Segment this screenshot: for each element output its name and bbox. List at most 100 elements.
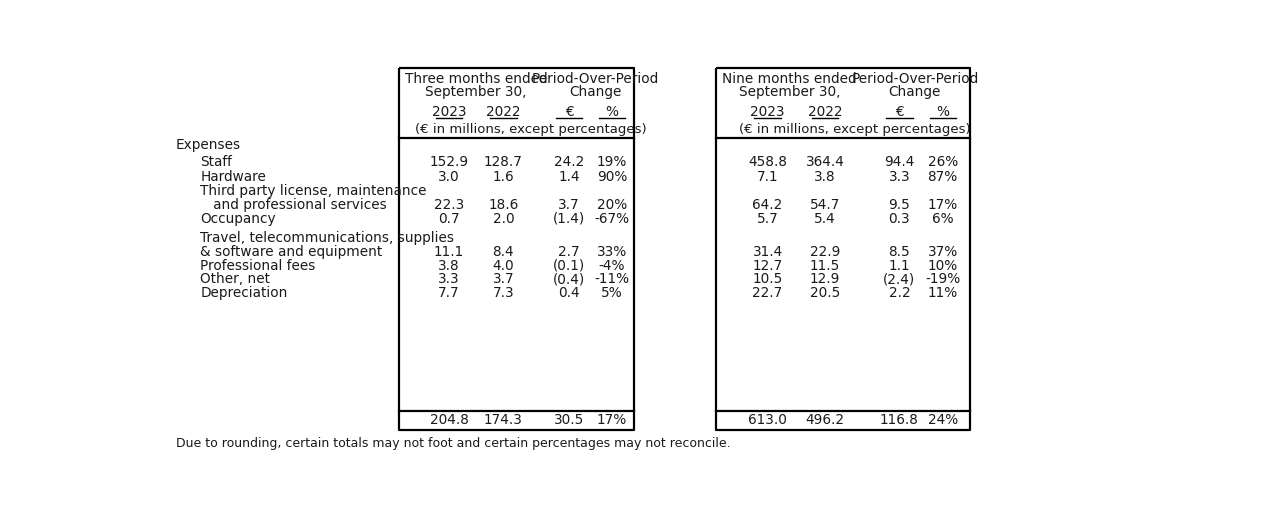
Text: (1.4): (1.4): [553, 212, 585, 226]
Text: 12.9: 12.9: [810, 272, 840, 286]
Text: -4%: -4%: [599, 258, 625, 272]
Text: 2.0: 2.0: [493, 212, 515, 226]
Text: Change: Change: [888, 85, 941, 99]
Text: %: %: [936, 105, 950, 119]
Text: 26%: 26%: [928, 155, 957, 169]
Text: 128.7: 128.7: [484, 155, 522, 169]
Text: 458.8: 458.8: [748, 155, 787, 169]
Text: 3.8: 3.8: [814, 170, 836, 184]
Text: Occupancy: Occupancy: [200, 212, 276, 226]
Text: 9.5: 9.5: [888, 198, 910, 212]
Text: -19%: -19%: [925, 272, 960, 286]
Text: 22.7: 22.7: [753, 286, 783, 301]
Text: Professional fees: Professional fees: [200, 258, 316, 272]
Text: 2.2: 2.2: [888, 286, 910, 301]
Text: €: €: [895, 105, 904, 119]
Text: Three months ended: Three months ended: [404, 72, 548, 86]
Text: 22.9: 22.9: [810, 244, 840, 258]
Text: 5.7: 5.7: [756, 212, 778, 226]
Text: -67%: -67%: [594, 212, 630, 226]
Text: 30.5: 30.5: [554, 413, 585, 427]
Text: 10.5: 10.5: [753, 272, 783, 286]
Text: 3.7: 3.7: [558, 198, 580, 212]
Text: 8.5: 8.5: [888, 244, 910, 258]
Text: 0.4: 0.4: [558, 286, 580, 301]
Text: 7.7: 7.7: [438, 286, 460, 301]
Text: 3.3: 3.3: [888, 170, 910, 184]
Text: 3.0: 3.0: [438, 170, 460, 184]
Text: 54.7: 54.7: [810, 198, 840, 212]
Text: 1.1: 1.1: [888, 258, 910, 272]
Text: 3.7: 3.7: [493, 272, 515, 286]
Text: €: €: [564, 105, 573, 119]
Text: 2022: 2022: [486, 105, 521, 119]
Text: (€ in millions, except percentages): (€ in millions, except percentages): [415, 123, 646, 136]
Text: 0.7: 0.7: [438, 212, 460, 226]
Text: September 30,: September 30,: [425, 85, 527, 99]
Text: 5.4: 5.4: [814, 212, 836, 226]
Text: & software and equipment: & software and equipment: [200, 244, 383, 258]
Text: Period-Over-Period: Period-Over-Period: [851, 72, 978, 86]
Text: Nine months ended: Nine months ended: [722, 72, 856, 86]
Text: 20%: 20%: [596, 198, 627, 212]
Text: (2.4): (2.4): [883, 272, 915, 286]
Text: 19%: 19%: [596, 155, 627, 169]
Text: 2023: 2023: [750, 105, 785, 119]
Text: 11.5: 11.5: [810, 258, 840, 272]
Text: Expenses: Expenses: [175, 139, 241, 153]
Text: Due to rounding, certain totals may not foot and certain percentages may not rec: Due to rounding, certain totals may not …: [175, 437, 730, 450]
Text: 24%: 24%: [928, 413, 957, 427]
Text: Other, net: Other, net: [200, 272, 270, 286]
Text: 10%: 10%: [928, 258, 957, 272]
Text: 90%: 90%: [596, 170, 627, 184]
Text: Travel, telecommunications, supplies: Travel, telecommunications, supplies: [200, 231, 454, 245]
Text: 20.5: 20.5: [810, 286, 840, 301]
Text: 64.2: 64.2: [753, 198, 783, 212]
Text: Hardware: Hardware: [200, 170, 266, 184]
Text: -11%: -11%: [594, 272, 630, 286]
Text: 22.3: 22.3: [434, 198, 465, 212]
Text: 7.1: 7.1: [756, 170, 778, 184]
Text: 7.3: 7.3: [493, 286, 515, 301]
Text: 3.8: 3.8: [438, 258, 460, 272]
Text: 8.4: 8.4: [493, 244, 515, 258]
Text: 33%: 33%: [596, 244, 627, 258]
Text: (0.1): (0.1): [553, 258, 585, 272]
Text: 5%: 5%: [600, 286, 622, 301]
Text: 2023: 2023: [431, 105, 466, 119]
Text: Third party license, maintenance: Third party license, maintenance: [200, 184, 426, 198]
Text: 613.0: 613.0: [749, 413, 787, 427]
Text: 6%: 6%: [932, 212, 954, 226]
Text: (€ in millions, except percentages): (€ in millions, except percentages): [740, 123, 972, 136]
Text: %: %: [605, 105, 618, 119]
Text: 11%: 11%: [928, 286, 957, 301]
Text: 18.6: 18.6: [488, 198, 518, 212]
Text: September 30,: September 30,: [739, 85, 840, 99]
Text: and professional services: and professional services: [200, 198, 387, 212]
Text: Change: Change: [570, 85, 622, 99]
Text: 24.2: 24.2: [554, 155, 585, 169]
Text: 11.1: 11.1: [434, 244, 465, 258]
Text: 12.7: 12.7: [753, 258, 783, 272]
Text: (0.4): (0.4): [553, 272, 585, 286]
Text: 4.0: 4.0: [493, 258, 515, 272]
Text: 116.8: 116.8: [879, 413, 919, 427]
Text: 37%: 37%: [928, 244, 957, 258]
Text: 204.8: 204.8: [430, 413, 468, 427]
Text: 2022: 2022: [808, 105, 842, 119]
Text: Period-Over-Period: Period-Over-Period: [532, 72, 659, 86]
Text: 174.3: 174.3: [484, 413, 522, 427]
Text: 17%: 17%: [928, 198, 957, 212]
Text: Depreciation: Depreciation: [200, 286, 288, 301]
Text: 152.9: 152.9: [430, 155, 468, 169]
Text: 496.2: 496.2: [805, 413, 845, 427]
Text: Staff: Staff: [200, 155, 232, 169]
Text: 94.4: 94.4: [884, 155, 914, 169]
Text: 17%: 17%: [596, 413, 627, 427]
Text: 364.4: 364.4: [805, 155, 845, 169]
Text: 87%: 87%: [928, 170, 957, 184]
Text: 0.3: 0.3: [888, 212, 910, 226]
Text: 3.3: 3.3: [438, 272, 460, 286]
Text: 2.7: 2.7: [558, 244, 580, 258]
Text: 1.4: 1.4: [558, 170, 580, 184]
